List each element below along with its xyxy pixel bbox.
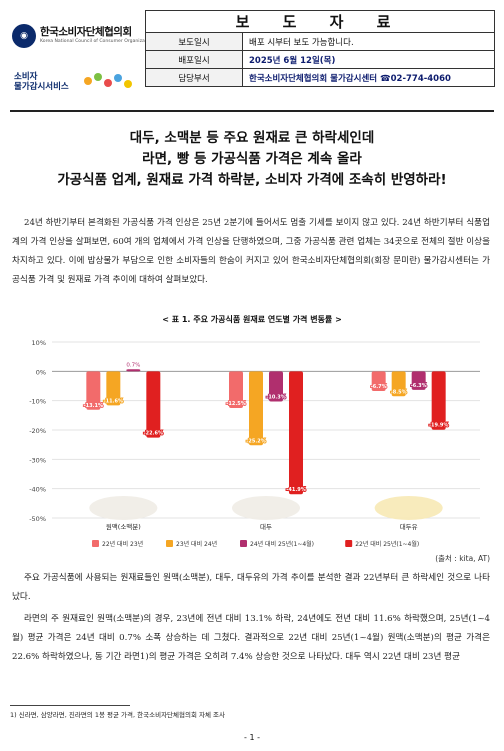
category-label: 대두유 bbox=[400, 523, 418, 531]
meta-value: 2025년 6월 12일(목) bbox=[242, 50, 495, 69]
y-tick-label: 0% bbox=[36, 368, 46, 376]
legend-swatch bbox=[240, 540, 247, 547]
chart-svg: 10% 0% -10% -20% -30% -40% -50% -13.1%-11.6% 0.7… bbox=[29, 339, 480, 548]
data-label: -13.1% bbox=[84, 403, 103, 409]
y-tick-label: 10% bbox=[32, 339, 46, 347]
product-image bbox=[232, 496, 300, 520]
page-number: - 1 - bbox=[244, 733, 260, 742]
headline-line1: 대두, 소맥분 등 주요 원재료 큰 하락세인데 bbox=[129, 130, 375, 146]
data-label: -12.5% bbox=[226, 401, 245, 407]
meta-value: 배포 시부터 보도 가능합니다. bbox=[242, 32, 495, 51]
chart-bar bbox=[126, 369, 141, 372]
service-brand: 소비자 물가감시서비스 bbox=[14, 72, 69, 92]
meta-key: 보도일시 bbox=[145, 32, 243, 51]
chart-bar bbox=[289, 371, 303, 495]
data-label: -19.9% bbox=[429, 423, 448, 429]
body-paragraph-2: 주요 가공식품에 사용되는 원재료들인 원맥(소맥분), 대두, 대두유의 가격… bbox=[12, 573, 490, 602]
legend-swatch bbox=[92, 540, 99, 547]
chart-bar bbox=[249, 371, 263, 446]
category-label: 대두 bbox=[260, 523, 272, 531]
data-label: -6.7% bbox=[371, 384, 387, 390]
y-tick-label: -20% bbox=[29, 427, 46, 435]
chart-bar bbox=[411, 371, 426, 390]
org-logo: ◉ 한국소비자단체협의회 Korea National Council of C… bbox=[10, 22, 156, 52]
legend-label: 23년 대비 24년 bbox=[176, 540, 217, 548]
brand-line2: 물가감시서비스 bbox=[14, 82, 69, 92]
data-label: -8.5% bbox=[391, 389, 407, 395]
brand-illustration bbox=[84, 71, 136, 93]
y-tick-label: -30% bbox=[29, 456, 46, 464]
data-label: -25.2% bbox=[246, 438, 265, 444]
org-emblem-icon: ◉ bbox=[12, 24, 36, 48]
chart-bar bbox=[106, 371, 121, 406]
body-paragraph-1: 24년 하반기부터 본격화된 가공식품 가격 인상은 25년 2분기에 들어서도… bbox=[12, 218, 490, 285]
legend-swatch bbox=[345, 540, 353, 547]
chart-bar bbox=[269, 371, 283, 402]
legend-label: 24년 대비 25년(1~4월) bbox=[250, 540, 314, 548]
data-label: -6.3% bbox=[411, 383, 427, 389]
product-image bbox=[89, 496, 158, 520]
chart-bar bbox=[431, 371, 446, 430]
data-label: 0.7% bbox=[126, 362, 140, 368]
data-label: -22.6% bbox=[144, 431, 163, 437]
org-name: 한국소비자단체협의회 bbox=[40, 26, 132, 38]
data-label: -11.6% bbox=[104, 398, 123, 404]
y-tick-label: -50% bbox=[29, 515, 46, 523]
category-label: 원맥(소맥분) bbox=[106, 522, 141, 531]
chart-title: < 표 1. 주요 가공식품 원재료 연도별 가격 변동률 > bbox=[162, 315, 342, 324]
headline: 대두, 소맥분 등 주요 원재료 큰 하락세인데 라면, 빵 등 가공식품 가격… bbox=[10, 128, 494, 191]
brand-line1: 소비자 bbox=[14, 72, 38, 82]
chart-source: (출처 : kita, AT) bbox=[435, 554, 490, 563]
chart-bar bbox=[371, 371, 386, 391]
data-label: -10.3% bbox=[266, 395, 285, 401]
legend-label: 22년 대비 25년(1~4월) bbox=[355, 540, 419, 548]
headline-line3: 가공식품 업계, 원재료 가격 하락분, 소비자 가격에 조속히 반영하라! bbox=[57, 172, 447, 188]
data-label: -41.9% bbox=[286, 487, 305, 493]
chart-bar bbox=[146, 371, 161, 438]
y-tick-label: -10% bbox=[29, 398, 46, 406]
legend-label: 22년 대비 23년 bbox=[102, 540, 143, 548]
meta-key: 배포일시 bbox=[145, 50, 243, 69]
press-header: ◉ 한국소비자단체협의회 Korea National Council of C… bbox=[10, 10, 495, 101]
chart-bar bbox=[229, 371, 243, 408]
headline-line2: 라면, 빵 등 가공식품 가격은 계속 올라 bbox=[142, 151, 362, 167]
chart-bar bbox=[86, 371, 101, 410]
product-image bbox=[374, 496, 443, 520]
header-divider bbox=[10, 110, 494, 112]
meta-value: 한국소비자단체협의회 물가감시센터 ☎02-774-4060 bbox=[242, 68, 495, 87]
body-paragraph-3: 라면의 주 원재료인 원맥(소맥분)의 경우, 23년에 전년 대비 13.1%… bbox=[12, 614, 490, 662]
footnote-divider bbox=[10, 705, 130, 706]
press-title: 보 도 자 료 bbox=[145, 10, 495, 33]
org-name-en: Korea National Council of Consumer Organ… bbox=[40, 39, 156, 44]
meta-key: 담당부서 bbox=[145, 68, 243, 87]
chart-bar bbox=[391, 371, 406, 397]
price-change-chart: < 표 1. 주요 가공식품 원재료 연도별 가격 변동률 > 10% 0% -10… bbox=[10, 314, 494, 560]
footnote: 1) 신라면, 삼양라면, 진라면의 1봉 평균 가격, 한국소비자단체협의회 … bbox=[10, 711, 226, 719]
legend-swatch bbox=[166, 540, 173, 547]
y-tick-label: -40% bbox=[29, 486, 46, 494]
press-meta-table: 보 도 자 료 보도일시 배포 시부터 보도 가능합니다. 배포일시 2025년 6… bbox=[145, 10, 495, 87]
